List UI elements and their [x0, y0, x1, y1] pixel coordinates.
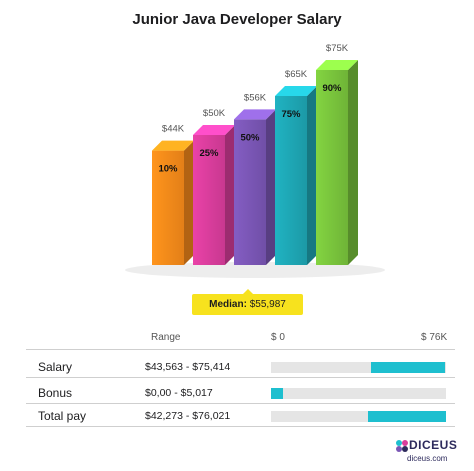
bar-top-face: [193, 125, 235, 135]
bar-side-face: [307, 86, 317, 265]
value-label: $50K: [203, 108, 226, 119]
table-divider: [26, 349, 455, 350]
bar-group: 10% $44K: [152, 124, 194, 265]
median-value: $55,987: [249, 299, 286, 310]
row-range: $43,563 - $75,414: [145, 361, 231, 373]
bar: [275, 96, 307, 265]
bar-chart: 10% $44K 25% $50K 50% $56K 75% $65K 90% $75K: [125, 43, 385, 278]
range-track: [271, 388, 446, 399]
scale-max-label: $ 76K: [421, 332, 448, 343]
value-label: $75K: [326, 43, 349, 54]
chart-floor-shadow: [125, 262, 385, 278]
row-range: $42,273 - $76,021: [145, 410, 231, 422]
percentile-label: 90%: [322, 83, 342, 94]
range-column-header: Range: [151, 332, 181, 343]
bar: [152, 150, 184, 265]
row-label: Total pay: [38, 409, 87, 423]
bar-group: 50% $56K: [234, 92, 276, 266]
percentile-label: 25%: [199, 148, 219, 159]
bar-top-face: [152, 140, 194, 151]
percentile-label: 75%: [281, 109, 301, 120]
bar-side-face: [225, 125, 235, 265]
bar-top-face: [316, 60, 358, 70]
bar-side-face: [348, 60, 358, 265]
row-label: Salary: [38, 360, 73, 374]
range-track: [271, 411, 446, 422]
median-label: Median:: [209, 299, 247, 310]
bar-side-face: [184, 140, 194, 265]
brand-logo-icon: [396, 440, 408, 452]
brand-logo: DICEUS diceus.com: [395, 437, 458, 467]
value-label: $44K: [162, 124, 185, 135]
bar-group: 75% $65K: [275, 69, 317, 265]
range-bar-total-pay: [368, 411, 446, 422]
range-bar-salary: [371, 362, 445, 373]
bar-group: 90% $75K: [316, 43, 358, 265]
table-divider: [26, 377, 455, 378]
brand-url: diceus.com: [407, 454, 448, 463]
bar-side-face: [266, 109, 276, 266]
bar-group: 25% $50K: [193, 108, 235, 265]
bar-top-face: [234, 109, 276, 120]
bar: [234, 119, 266, 266]
chart-title: Junior Java Developer Salary: [132, 11, 342, 28]
row-range: $0,00 - $5,017: [145, 387, 213, 399]
value-label: $65K: [285, 69, 308, 80]
table-row-salary: Salary $43,563 - $75,414: [0, 357, 474, 377]
table-row-total-pay: Total pay $42,273 - $76,021: [0, 406, 474, 426]
row-label: Bonus: [38, 386, 73, 400]
bar: [193, 135, 225, 265]
brand-name: DICEUS: [409, 438, 458, 452]
bar: [316, 70, 348, 265]
bar-top-face: [275, 86, 317, 96]
percentile-label: 50%: [240, 132, 260, 143]
percentile-label: 10%: [158, 164, 178, 175]
table-row-bonus: Bonus $0,00 - $5,017: [0, 383, 474, 403]
scale-min-label: $ 0: [271, 332, 285, 343]
value-label: $56K: [244, 92, 267, 103]
table-divider: [26, 426, 455, 427]
range-track: [271, 362, 446, 373]
range-bar-bonus: [271, 388, 283, 399]
table-divider: [26, 403, 455, 404]
median-badge: Median: $55,987: [192, 289, 303, 315]
